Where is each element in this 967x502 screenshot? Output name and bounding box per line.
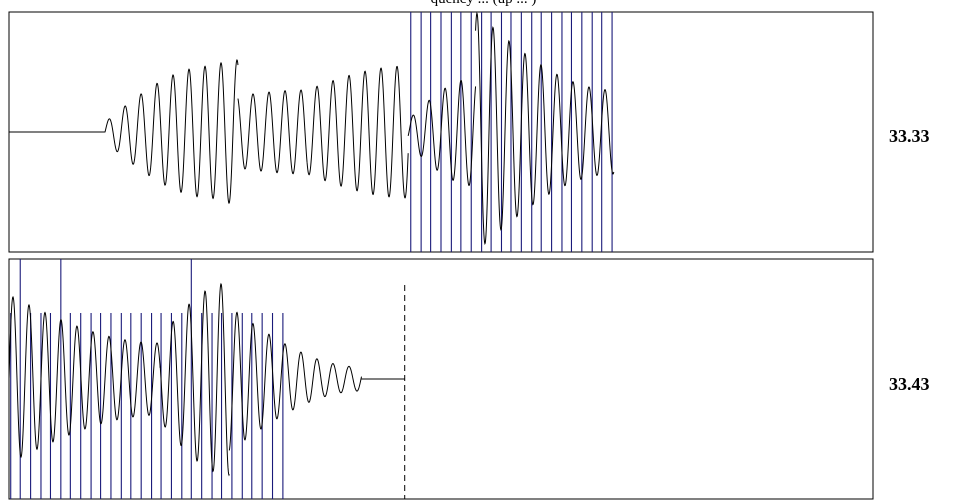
- waveform-segment: [228, 311, 362, 451]
- waveform-segment: [8, 295, 161, 459]
- figure-caption: quency ... (up ... ): [0, 0, 967, 8]
- panel-top-time-label: 33.33: [889, 126, 930, 146]
- plot-frame: [8, 258, 874, 500]
- waveform-segment: [104, 65, 213, 198]
- panel-bottom: [8, 258, 874, 500]
- waveform-segment: [407, 79, 477, 187]
- panel-bottom-time-label: 33.43: [889, 374, 930, 394]
- panel-top: [8, 11, 874, 253]
- waveform-segment: [237, 89, 308, 175]
- waveform-segment: [159, 282, 230, 477]
- waveform-segment: [475, 11, 615, 245]
- waveform-segment: [211, 59, 239, 205]
- waveform-segment: [306, 65, 409, 199]
